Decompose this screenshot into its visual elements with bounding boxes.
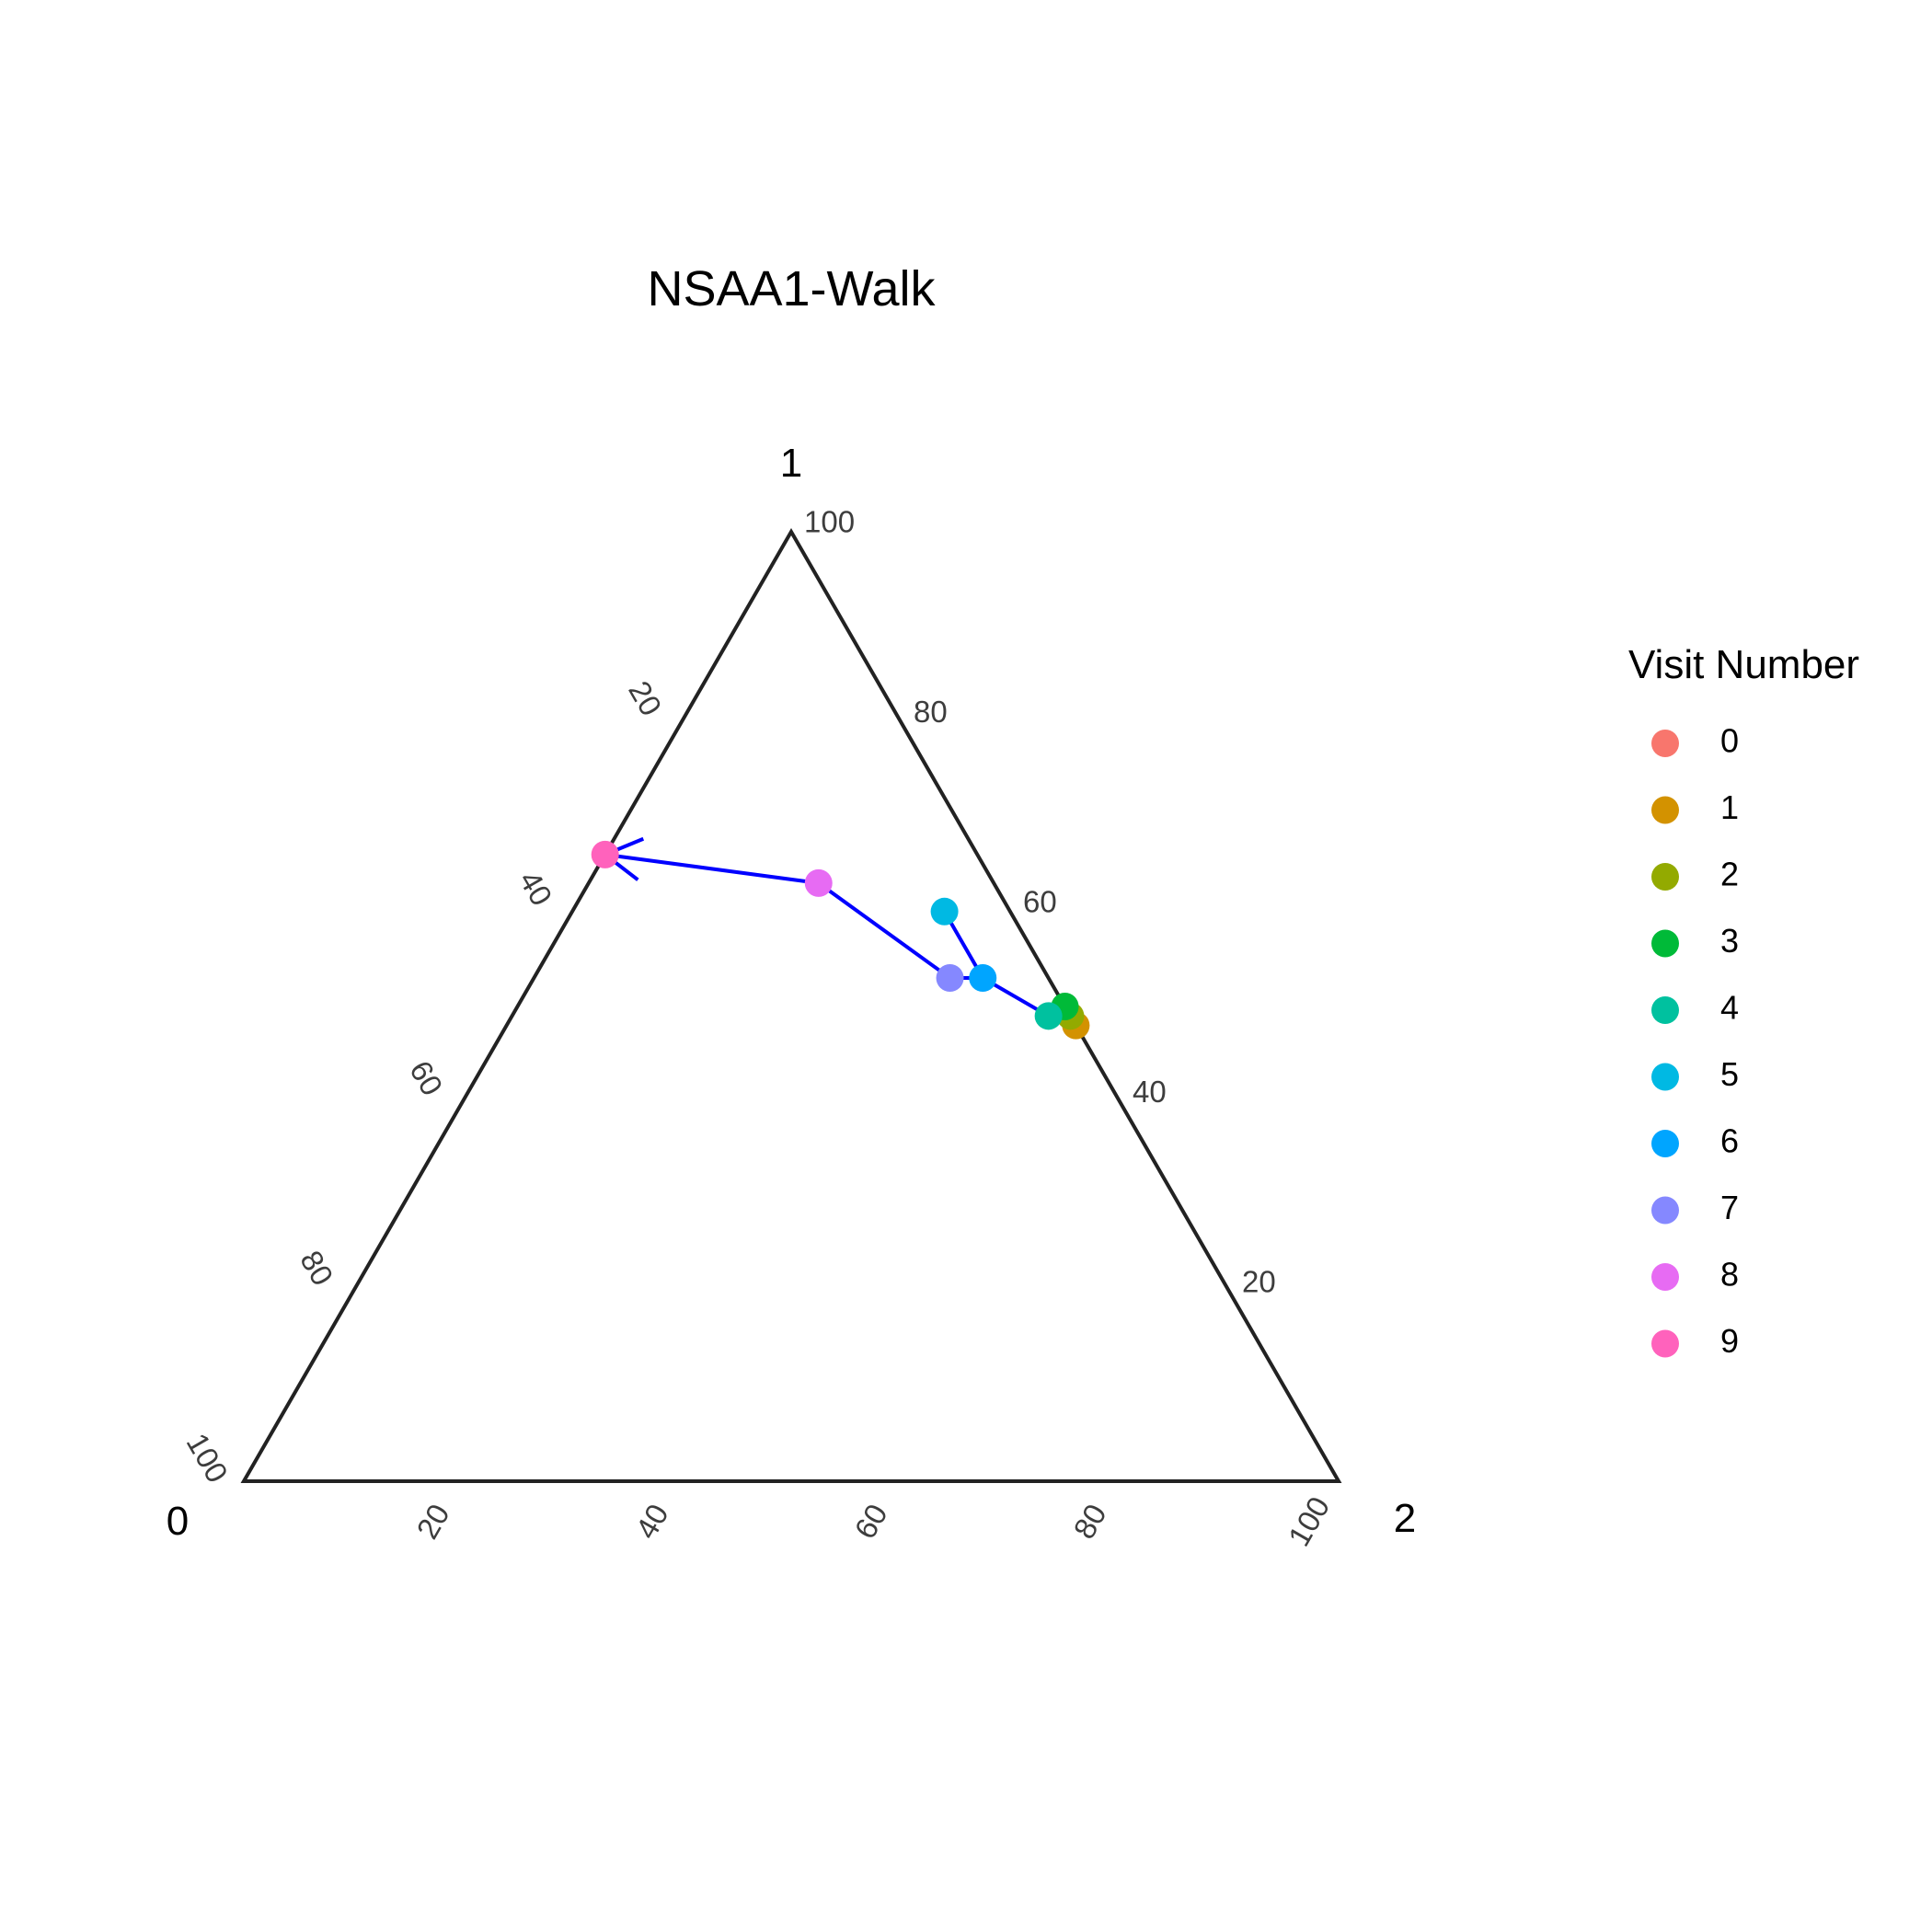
tick-left: 60 — [403, 1055, 449, 1101]
legend-label-5: 5 — [1720, 1055, 1739, 1093]
tick-labels: 20 40 60 80 100 20 40 60 80 100 20 40 60 80 100 — [180, 505, 1337, 1552]
tick-bottom: 60 — [847, 1498, 893, 1544]
tick-bottom: 20 — [409, 1498, 455, 1544]
legend-key-7 — [1651, 1196, 1679, 1225]
point-visit-7 — [936, 964, 964, 993]
trajectory-line — [604, 852, 1066, 1018]
tick-left: 20 — [622, 675, 668, 721]
legend-key-3 — [1651, 929, 1679, 958]
axis-label-right: 2 — [1394, 1496, 1416, 1541]
legend-key-9 — [1651, 1329, 1679, 1358]
legend-key-1 — [1651, 796, 1679, 824]
legend-label-0: 0 — [1720, 722, 1739, 760]
tick-bottom: 100 — [1282, 1491, 1337, 1552]
legend-key-5 — [1651, 1063, 1679, 1091]
tick-right: 100 — [804, 505, 855, 539]
data-points — [591, 840, 1090, 1040]
legend-title: Visit Number — [1628, 642, 1859, 687]
legend-label-6: 6 — [1720, 1122, 1739, 1160]
legend-key-4 — [1651, 996, 1679, 1024]
legend-label-1: 1 — [1720, 788, 1739, 826]
legend-label-7: 7 — [1720, 1189, 1739, 1226]
legend-label-8: 8 — [1720, 1256, 1739, 1294]
legend: Visit Number 0 1 2 3 4 5 6 7 8 9 — [1628, 642, 1859, 1360]
point-visit-6 — [969, 964, 997, 993]
legend-key-0 — [1651, 730, 1679, 757]
tick-left: 40 — [512, 865, 558, 911]
axis-label-left: 0 — [167, 1499, 189, 1544]
legend-label-9: 9 — [1720, 1322, 1739, 1360]
legend-key-8 — [1651, 1263, 1679, 1291]
ternary-frame — [240, 527, 1342, 1483]
tick-right: 80 — [914, 695, 948, 729]
point-visit-4 — [1034, 1002, 1063, 1030]
point-visit-9 — [591, 840, 619, 868]
tick-right: 40 — [1133, 1075, 1167, 1109]
tick-left: 100 — [180, 1428, 236, 1489]
legend-key-2 — [1651, 863, 1679, 891]
point-visit-5 — [930, 897, 959, 926]
point-visit-8 — [804, 868, 833, 897]
legend-label-3: 3 — [1720, 922, 1739, 960]
trajectory-layer — [601, 836, 1066, 1018]
axis-label-top: 1 — [780, 441, 802, 486]
tick-left: 80 — [293, 1245, 339, 1291]
chart-title: NSAA1-Walk — [647, 261, 936, 316]
legend-label-4: 4 — [1720, 989, 1739, 1027]
legend-key-6 — [1651, 1130, 1679, 1157]
legend-label-2: 2 — [1720, 856, 1739, 893]
tick-right: 60 — [1023, 885, 1057, 919]
tick-bottom: 80 — [1066, 1498, 1112, 1544]
tick-bottom: 40 — [628, 1498, 674, 1544]
tick-right: 20 — [1242, 1264, 1276, 1298]
